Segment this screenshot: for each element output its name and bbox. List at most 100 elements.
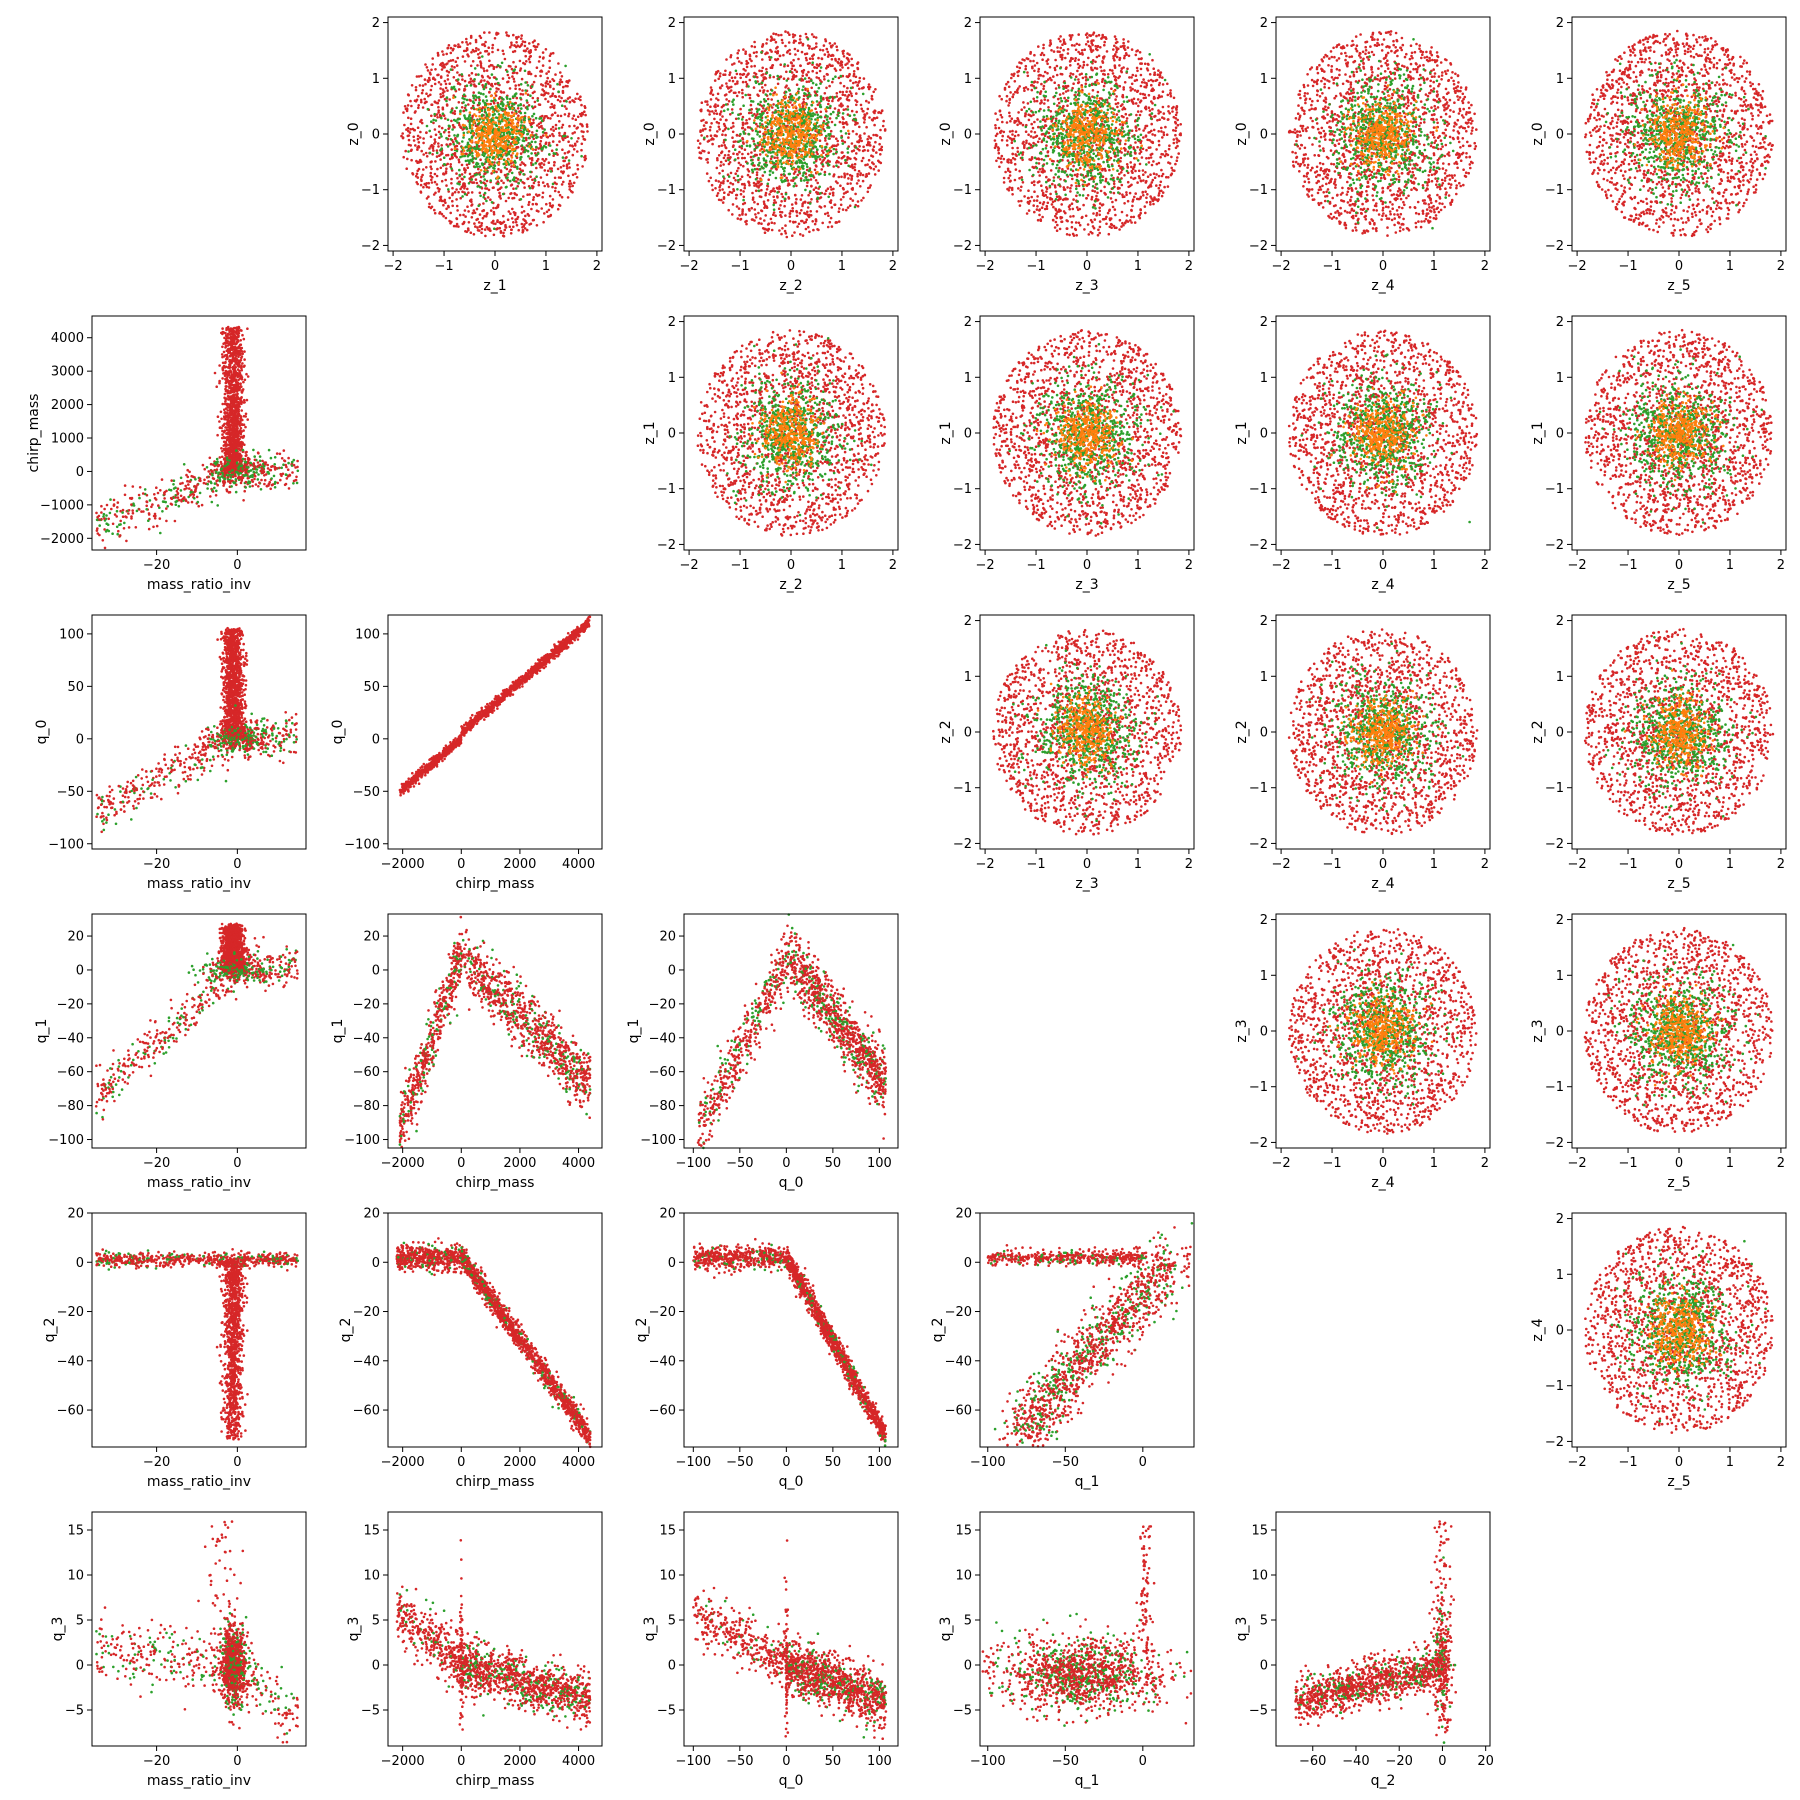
data-point [517, 178, 520, 181]
data-point [439, 87, 442, 90]
data-point [438, 131, 441, 134]
data-point [551, 94, 554, 97]
data-point [473, 233, 476, 236]
data-point [550, 52, 553, 55]
data-point [522, 104, 525, 107]
data-point [449, 163, 452, 166]
data-point [522, 195, 525, 198]
data-point [487, 196, 490, 199]
data-point [554, 73, 557, 76]
data-point [576, 164, 579, 167]
data-point [504, 229, 507, 232]
data-point [475, 73, 478, 76]
data-point [430, 179, 433, 182]
data-point [482, 67, 485, 70]
data-point [559, 100, 562, 103]
data-point [417, 95, 420, 98]
data-point [579, 95, 582, 98]
data-point [549, 195, 552, 198]
data-point [444, 117, 447, 120]
data-point [516, 217, 519, 220]
data-point [548, 60, 551, 63]
data-point [454, 154, 457, 157]
data-point [441, 152, 444, 155]
data-point [526, 106, 529, 109]
data-point [511, 111, 514, 114]
data-point [514, 84, 517, 87]
data-point [475, 50, 478, 53]
data-point [410, 117, 413, 120]
data-point [429, 94, 432, 97]
data-point [493, 67, 496, 70]
data-point [456, 64, 459, 67]
data-point [454, 191, 457, 194]
data-point [463, 132, 466, 135]
data-point [420, 160, 423, 163]
data-point [481, 75, 484, 78]
data-point [560, 115, 563, 118]
data-point [479, 192, 482, 195]
pairplot-figure: −2 −1 0 1 2−2−1012z_1z_0−2 −1 0 1 2−2−1012z_2z_0… [0, 0, 1800, 1800]
data-point [539, 163, 542, 166]
data-point [448, 44, 451, 47]
data-point [469, 199, 472, 202]
data-point [486, 69, 489, 72]
data-point [509, 87, 512, 90]
data-point [537, 210, 540, 213]
data-point [527, 203, 530, 206]
data-point [430, 85, 433, 88]
data-point [549, 66, 552, 69]
data-point [440, 135, 443, 138]
data-point [537, 152, 540, 155]
data-point [483, 209, 486, 212]
data-point [446, 47, 449, 50]
data-point [451, 192, 454, 195]
data-point [462, 136, 465, 139]
data-point [474, 212, 477, 215]
data-point [531, 157, 534, 160]
data-point [577, 168, 580, 171]
data-point [467, 229, 470, 232]
data-point [499, 187, 502, 190]
data-point [414, 144, 417, 147]
data-point [476, 182, 479, 185]
data-point [484, 85, 487, 88]
data-point [561, 196, 564, 199]
data-point [475, 173, 478, 176]
data-point [480, 62, 483, 65]
data-point [438, 212, 441, 215]
data-point [447, 78, 450, 81]
data-point [429, 175, 432, 178]
data-point [428, 147, 431, 150]
data-point [464, 215, 467, 218]
data-point [528, 201, 531, 204]
data-point [548, 142, 551, 145]
data-point [462, 222, 465, 225]
data-point [420, 184, 423, 187]
data-point [559, 78, 562, 81]
data-point [512, 226, 515, 229]
data-point [480, 176, 483, 179]
data-point [430, 115, 433, 118]
data-point [558, 176, 561, 179]
data-point [575, 118, 578, 121]
data-point [402, 111, 405, 114]
data-point [546, 80, 549, 83]
data-point [444, 80, 447, 83]
data-point [544, 169, 547, 172]
data-point [522, 40, 525, 43]
data-point [491, 47, 494, 50]
data-point [486, 171, 489, 174]
data-point [444, 179, 447, 182]
data-point [532, 219, 535, 222]
data-point [467, 155, 470, 158]
data-point [521, 78, 524, 81]
data-point [485, 184, 488, 187]
data-point [468, 81, 471, 84]
data-point [436, 149, 439, 152]
data-point [497, 168, 500, 171]
data-point [580, 155, 583, 158]
data-point [507, 74, 510, 77]
data-point [552, 126, 555, 129]
data-point [438, 81, 441, 84]
